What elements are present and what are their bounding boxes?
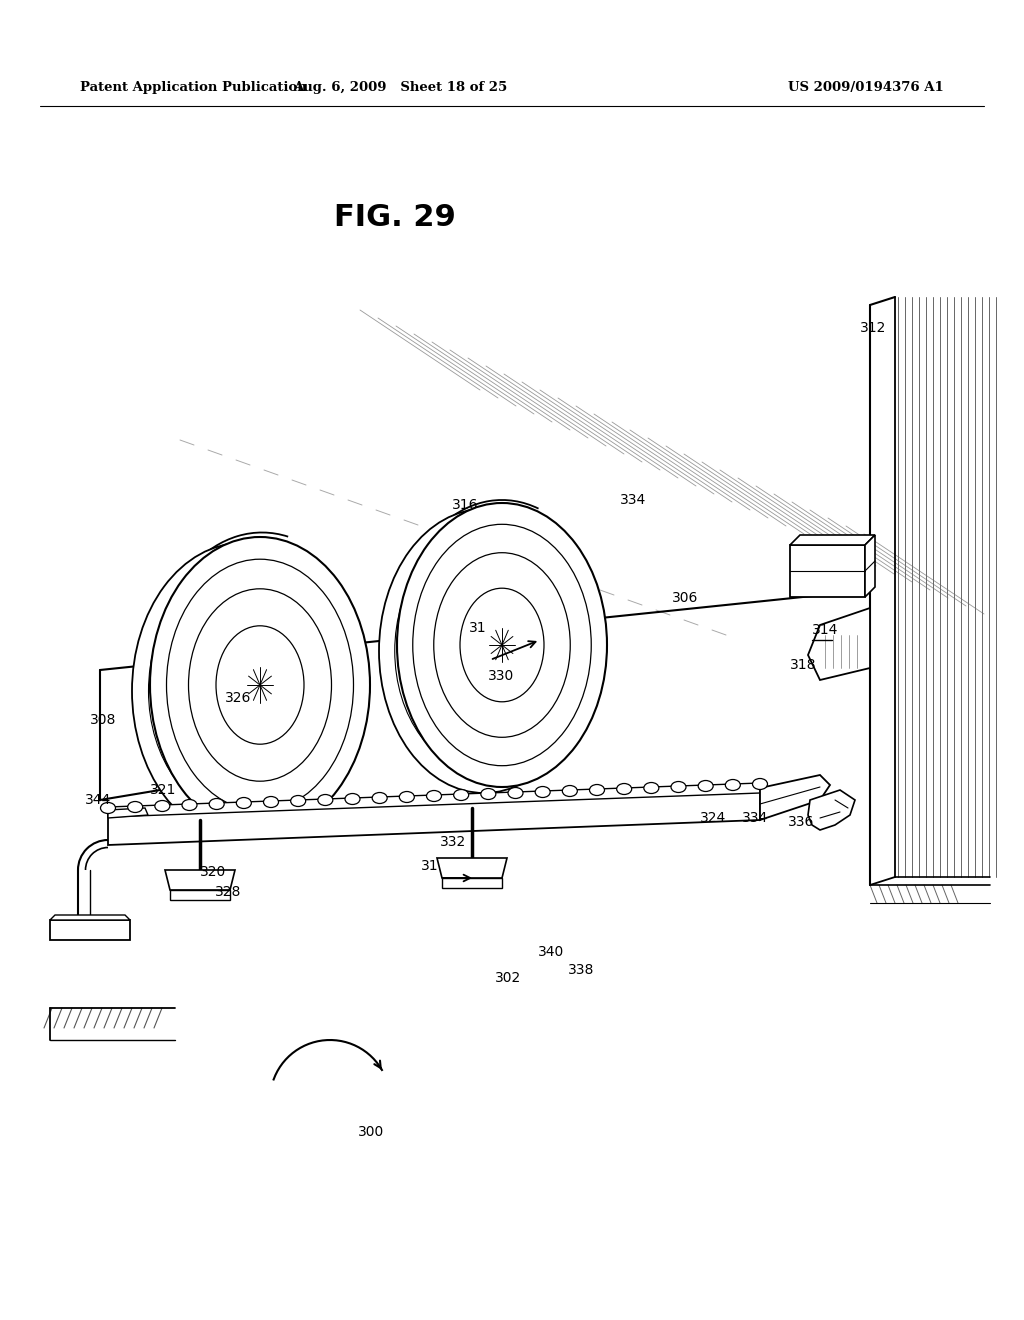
Polygon shape [108, 783, 760, 817]
Ellipse shape [698, 780, 713, 792]
Ellipse shape [372, 792, 387, 804]
Text: 312: 312 [860, 321, 887, 335]
Text: 328: 328 [215, 884, 242, 899]
Text: Patent Application Publication: Patent Application Publication [80, 82, 307, 95]
Ellipse shape [460, 589, 544, 702]
Text: 320: 320 [200, 865, 226, 879]
Ellipse shape [416, 558, 552, 743]
Text: 308: 308 [90, 713, 117, 727]
Polygon shape [108, 808, 148, 818]
Text: 334: 334 [742, 810, 768, 825]
Text: 306: 306 [672, 591, 698, 605]
Polygon shape [50, 915, 130, 920]
Text: 334: 334 [620, 492, 646, 507]
Ellipse shape [379, 510, 589, 793]
Text: FIG. 29: FIG. 29 [334, 203, 456, 232]
Ellipse shape [590, 784, 604, 796]
Polygon shape [108, 788, 760, 845]
Ellipse shape [427, 791, 441, 801]
Polygon shape [442, 878, 502, 888]
Text: 338: 338 [568, 964, 594, 977]
Text: 314: 314 [812, 623, 839, 638]
Ellipse shape [132, 543, 352, 840]
Text: 300: 300 [358, 1125, 384, 1139]
Polygon shape [165, 870, 234, 890]
Ellipse shape [399, 792, 415, 803]
Text: Aug. 6, 2009   Sheet 18 of 25: Aug. 6, 2009 Sheet 18 of 25 [293, 82, 507, 95]
Polygon shape [170, 890, 230, 900]
Ellipse shape [394, 531, 573, 772]
Text: 302: 302 [495, 972, 521, 985]
Polygon shape [790, 545, 865, 597]
Ellipse shape [209, 799, 224, 809]
Polygon shape [808, 609, 870, 680]
Ellipse shape [434, 553, 570, 738]
Ellipse shape [188, 589, 332, 781]
Text: 318: 318 [790, 657, 816, 672]
Text: 316: 316 [452, 498, 478, 512]
Text: 344: 344 [85, 793, 112, 807]
Ellipse shape [413, 524, 591, 766]
Text: US 2009/0194376 A1: US 2009/0194376 A1 [788, 82, 944, 95]
Text: 330: 330 [488, 669, 514, 682]
Ellipse shape [182, 800, 197, 810]
Ellipse shape [753, 779, 768, 789]
Ellipse shape [454, 789, 469, 800]
Ellipse shape [216, 626, 304, 744]
Ellipse shape [442, 594, 526, 708]
Polygon shape [790, 535, 874, 545]
Polygon shape [808, 789, 855, 830]
Ellipse shape [481, 788, 496, 800]
Text: 321: 321 [150, 783, 176, 797]
Ellipse shape [644, 783, 658, 793]
Ellipse shape [536, 787, 550, 797]
Ellipse shape [263, 796, 279, 808]
Text: 326: 326 [225, 690, 251, 705]
Polygon shape [865, 535, 874, 597]
Text: 324: 324 [700, 810, 726, 825]
Ellipse shape [317, 795, 333, 805]
Text: 31: 31 [469, 620, 486, 635]
Text: 340: 340 [538, 945, 564, 960]
Ellipse shape [562, 785, 578, 796]
Ellipse shape [198, 632, 286, 750]
Ellipse shape [508, 788, 523, 799]
Polygon shape [760, 775, 830, 820]
Ellipse shape [155, 800, 170, 812]
Polygon shape [50, 920, 130, 940]
Ellipse shape [725, 780, 740, 791]
Text: 31: 31 [421, 859, 439, 873]
Ellipse shape [397, 503, 607, 787]
Ellipse shape [345, 793, 360, 804]
Ellipse shape [128, 801, 142, 813]
Ellipse shape [148, 565, 336, 817]
Ellipse shape [616, 784, 632, 795]
Ellipse shape [100, 803, 116, 813]
Polygon shape [437, 858, 507, 878]
Ellipse shape [171, 595, 313, 787]
Ellipse shape [167, 560, 353, 810]
Ellipse shape [671, 781, 686, 792]
Ellipse shape [150, 537, 370, 833]
Text: 332: 332 [440, 836, 466, 849]
Text: 336: 336 [788, 814, 814, 829]
Ellipse shape [291, 796, 306, 807]
Ellipse shape [237, 797, 251, 808]
